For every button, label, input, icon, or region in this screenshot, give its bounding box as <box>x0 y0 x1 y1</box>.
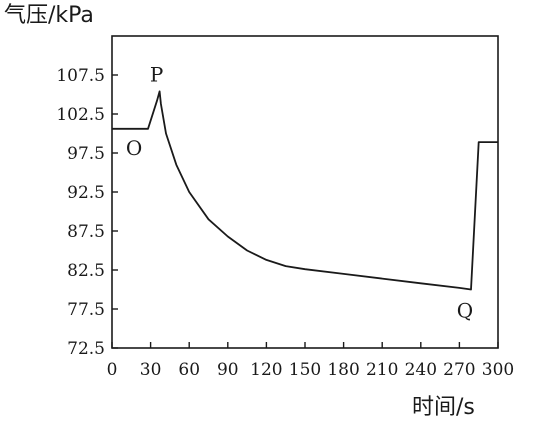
x-tick-label-8: 240 <box>405 360 437 380</box>
x-tick-label-10: 300 <box>482 360 514 380</box>
plot-frame <box>111 35 499 349</box>
x-tick-label-9: 270 <box>443 360 475 380</box>
y-tick-label-7: 107.5 <box>56 66 105 86</box>
point-label-q: Q <box>457 299 473 323</box>
y-axis-title: 气压/kPa <box>4 3 94 28</box>
x-tick-label-3: 90 <box>217 360 239 380</box>
pressure-series-line <box>112 90 498 291</box>
x-tick-label-5: 150 <box>289 360 321 380</box>
y-tick-label-1: 77.5 <box>67 300 105 320</box>
x-tick-label-4: 120 <box>250 360 282 380</box>
x-tick-label-2: 60 <box>178 360 200 380</box>
y-tick-label-5: 97.5 <box>67 144 105 164</box>
x-tick-label-0: 0 <box>107 360 118 380</box>
point-label-o: O <box>126 136 142 160</box>
x-axis-ticks: 0 30 60 90 120 150 180 210 240 270 300 <box>107 342 514 380</box>
y-tick-label-2: 82.5 <box>67 261 105 281</box>
y-axis-ticks: 72.5 77.5 82.5 87.5 92.5 97.5 102.5 107.5 <box>56 66 118 359</box>
point-label-p: P <box>150 62 163 86</box>
y-tick-label-3: 87.5 <box>67 222 105 242</box>
x-tick-label-7: 210 <box>366 360 398 380</box>
x-tick-label-1: 30 <box>140 360 162 380</box>
x-axis-title: 时间/s <box>412 395 475 420</box>
y-tick-label-0: 72.5 <box>67 339 105 359</box>
x-tick-label-6: 180 <box>327 360 359 380</box>
point-annotations: O P Q <box>126 62 473 322</box>
y-tick-label-6: 102.5 <box>56 105 105 125</box>
y-tick-label-4: 92.5 <box>67 183 105 203</box>
